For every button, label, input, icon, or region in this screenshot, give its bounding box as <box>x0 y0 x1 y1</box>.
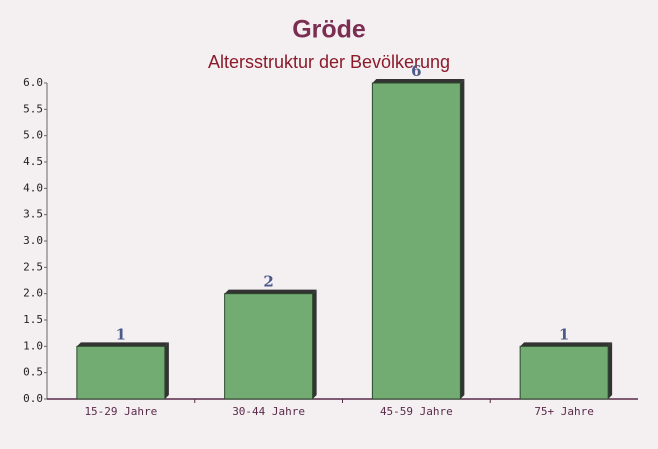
y-tick-label: 4.0 <box>23 181 43 194</box>
bar-top <box>520 342 613 347</box>
bar <box>519 345 609 400</box>
y-tick-label: 2.5 <box>23 260 43 273</box>
x-tick-label: 45-59 Jahre <box>380 405 453 418</box>
y-tick-label: 4.5 <box>23 155 43 168</box>
y-tick-label: 5.5 <box>23 102 43 115</box>
y-tick-label: 0.0 <box>23 392 43 405</box>
bar <box>224 293 314 400</box>
bar-top <box>76 342 169 347</box>
y-tick-label: 3.5 <box>23 208 43 221</box>
y-tick-label: 3.0 <box>23 234 43 247</box>
y-tick-label: 1.0 <box>23 339 43 352</box>
x-tick-label: 15-29 Jahre <box>84 405 157 418</box>
bar <box>76 345 166 400</box>
y-tick-label: 0.5 <box>23 366 43 379</box>
chart-subtitle: Altersstruktur der Bevölkerung <box>208 52 450 72</box>
x-tick-label: 75+ Jahre <box>534 405 594 418</box>
chart-title: Gröde <box>292 16 366 44</box>
bar-top <box>224 289 317 294</box>
bar-top <box>372 79 465 83</box>
bar-side <box>608 342 613 399</box>
bar <box>371 82 461 400</box>
bar-side <box>164 342 169 399</box>
y-tick-label: 2.0 <box>23 287 43 300</box>
value-label: 6 <box>411 62 421 80</box>
value-label: 1 <box>559 325 569 343</box>
value-label: 2 <box>263 273 273 291</box>
y-tick-label: 6.0 <box>23 76 43 89</box>
bar-side <box>312 289 317 399</box>
x-tick-label: 30-44 Jahre <box>232 405 305 418</box>
bar-side <box>460 79 465 399</box>
value-label: 1 <box>116 325 126 343</box>
y-tick-label: 1.5 <box>23 313 43 326</box>
y-tick-label: 5.0 <box>23 129 43 142</box>
